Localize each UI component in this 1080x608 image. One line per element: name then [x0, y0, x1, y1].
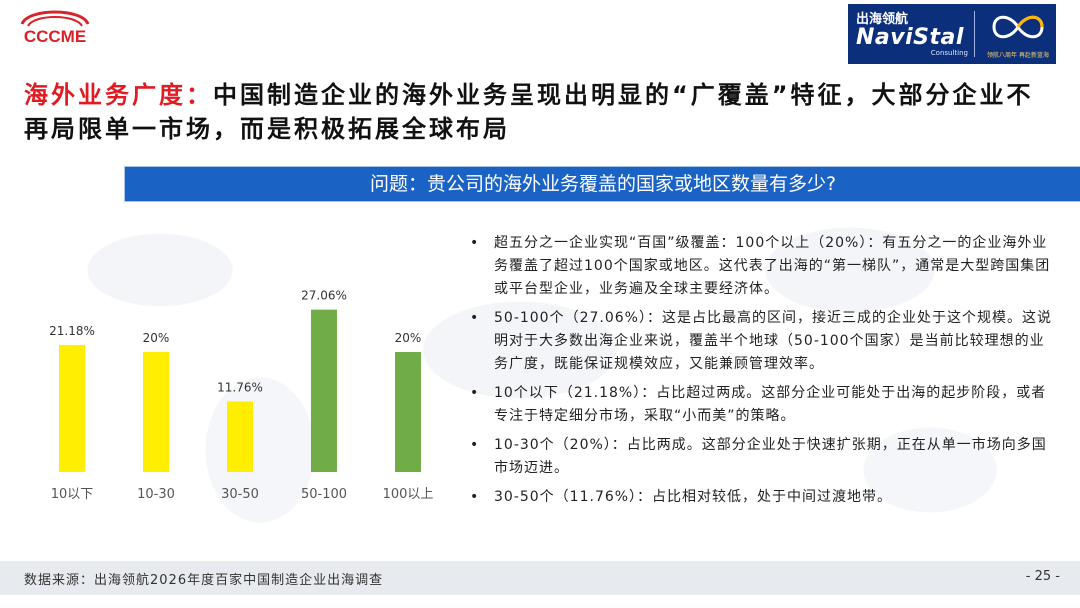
- finding-text: 超五分之一企业实现“百国”级覆盖：100个以上（20%）：有五分之一的企业海外业…: [494, 235, 1051, 297]
- title-text: 中国制造企业的海外业务呈现出明显的“广覆盖”特征，大部分企业不再局限单一市场，而…: [24, 81, 1034, 143]
- logo-divider: [974, 11, 975, 57]
- brand-en-name: NaviStal: [856, 24, 964, 50]
- finding-text: 50-100个（27.06%）：这是占比最高的区间，接近三成的企业处于这个规模。…: [494, 310, 1052, 372]
- x-tick-label: 50-100: [301, 487, 347, 502]
- x-tick-label: 10以下: [51, 487, 94, 502]
- bar-10-30: [143, 352, 169, 472]
- data-label: 20%: [143, 331, 170, 345]
- page-number: - 25 -: [1025, 569, 1060, 584]
- coverage-bar-chart: 21.18% 10以下 20% 10-30 11.76% 30-50 27.06% 50-10…: [49, 289, 434, 502]
- finding-text: 30-50个（11.76%）：占比相对较低，处于中间过渡地带。: [494, 489, 893, 505]
- page-title: 海外业务广度：中国制造企业的海外业务呈现出明显的“广覆盖”特征，大部分企业不再局…: [24, 78, 1044, 146]
- bullet-dot: •: [470, 235, 480, 251]
- bar-50-100: [311, 309, 337, 472]
- finding-text: 10个以下（21.18%）：占比超过两成。这部分企业可能处于出海的起步阶段，或者…: [494, 385, 1047, 424]
- bar-10以下: [59, 344, 85, 472]
- findings-list: • 超五分之一企业实现“百国”级覆盖：100个以上（20%）：有五分之一的企业海外…: [468, 232, 1058, 515]
- finding-item: • 50-100个（27.06%）：这是占比最高的区间，接近三成的企业处于这个规模…: [468, 307, 1058, 376]
- data-label: 11.76%: [217, 380, 263, 394]
- bullet-dot: •: [470, 437, 480, 453]
- data-label: 20%: [395, 331, 422, 345]
- finding-text: 10-30个（20%）：占比两成。这部分企业处于快速扩张期，正在从单一市场向多国…: [494, 437, 1047, 476]
- badge-caption: 领航八周年 再赴新蓝海: [987, 51, 1049, 59]
- data-source: 数据来源：出海领航2026年度百家中国制造企业出海调查: [24, 573, 384, 588]
- cccme-logo: CCCME: [14, 4, 96, 48]
- data-label: 21.18%: [49, 324, 95, 338]
- bar-100以上: [395, 352, 421, 472]
- infinity-icon: [992, 15, 1044, 38]
- finding-item: • 30-50个（11.76%）：占比相对较低，处于中间过渡地带。: [468, 486, 1058, 509]
- bullet-dot: •: [470, 385, 480, 401]
- question-banner: 问题：贵公司的海外业务覆盖的国家或地区数量有多少?: [124, 166, 1080, 202]
- finding-item: • 超五分之一企业实现“百国”级覆盖：100个以上（20%）：有五分之一的企业海外…: [468, 232, 1058, 301]
- x-tick-label: 10-30: [137, 487, 175, 502]
- navistal-logo: 出海领航 NaviStal Consulting 领航八周年 再赴新蓝海: [848, 4, 1056, 64]
- bullet-dot: •: [470, 489, 480, 505]
- world-map-background: [0, 150, 1080, 560]
- svg-text:CCCME: CCCME: [24, 27, 86, 46]
- anniversary-badge: 领航八周年 再赴新蓝海: [981, 10, 1055, 59]
- bar-30-50: [227, 401, 253, 472]
- finding-item: • 10-30个（20%）：占比两成。这部分企业处于快速扩张期，正在从单一市场向多…: [468, 434, 1058, 480]
- finding-item: • 10个以下（21.18%）：占比超过两成。这部分企业可能处于出海的起步阶段，或…: [468, 382, 1058, 428]
- brand-cn-name: 出海领航: [856, 11, 909, 27]
- footer-bar: 数据来源：出海领航2026年度百家中国制造企业出海调查 - 25 -: [0, 561, 1080, 595]
- x-tick-label: 30-50: [221, 487, 259, 502]
- brand-subtitle: Consulting: [930, 48, 968, 57]
- title-highlight: 海外业务广度：: [24, 81, 213, 109]
- data-label: 27.06%: [301, 289, 347, 303]
- bullet-dot: •: [470, 310, 480, 326]
- x-tick-label: 100以上: [383, 487, 434, 502]
